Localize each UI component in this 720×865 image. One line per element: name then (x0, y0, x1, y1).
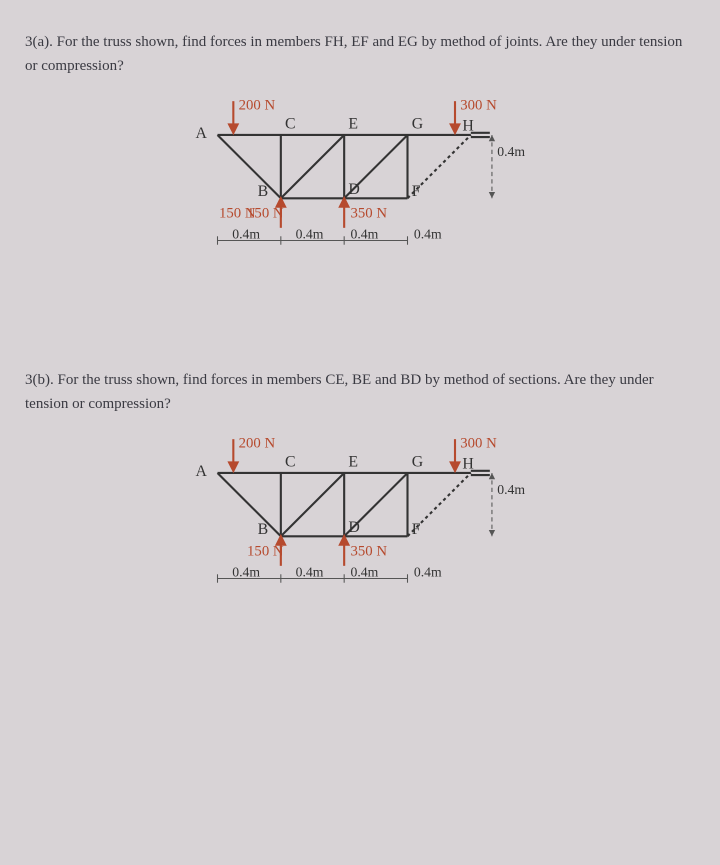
node-C: C (285, 116, 296, 133)
node-F2: F (412, 521, 421, 538)
figure-3b: A C E G H B D F 200 N 300 N 150 N 350 N … (25, 436, 695, 626)
force-300N-b: 300 N (460, 436, 497, 452)
node-E2: E (348, 454, 358, 471)
node-B: B (258, 183, 269, 200)
node-F: F (412, 183, 421, 200)
node-A2: A (196, 463, 208, 480)
figure-3a: A C E G H B D F 200 N 300 N 150 N 150 N … (25, 98, 695, 288)
node-G2: G (412, 454, 423, 471)
force-350N-b: 350 N (351, 543, 388, 559)
dim-4: 0.4m (414, 226, 442, 241)
dim-v-b: 0.4m (497, 482, 525, 497)
node-C2: C (285, 454, 296, 471)
node-D2: D (348, 519, 359, 536)
node-D: D (348, 181, 359, 198)
dim-3: 0.4m (351, 226, 379, 241)
dim-3b: 0.4m (351, 564, 379, 579)
question-3b-text: 3(b). For the truss shown, find forces i… (25, 372, 654, 412)
question-3a: 3(a). For the truss shown, find forces i… (25, 30, 695, 78)
force-200N: 200 N (239, 98, 276, 114)
truss-diagram-b: A C E G H B D F 200 N 300 N 150 N 350 N … (135, 436, 585, 626)
truss-diagram-a: A C E G H B D F 200 N 300 N 150 N 150 N … (135, 98, 585, 288)
dim-1: 0.4m (232, 226, 260, 241)
node-E: E (348, 116, 358, 133)
dim-4b: 0.4m (414, 564, 442, 579)
force-300N: 300 N (460, 98, 497, 114)
node-A: A (196, 125, 208, 142)
node-G: G (412, 116, 423, 133)
svg-text:150 N: 150 N (247, 205, 284, 221)
question-3b: 3(b). For the truss shown, find forces i… (25, 368, 695, 416)
dim-1b: 0.4m (232, 564, 260, 579)
force-200N-b: 200 N (239, 436, 276, 452)
node-B2: B (258, 521, 269, 538)
force-350N: 350 N (351, 205, 388, 221)
dim-2: 0.4m (296, 226, 324, 241)
question-3a-text: 3(a). For the truss shown, find forces i… (25, 34, 682, 74)
dim-2b: 0.4m (296, 564, 324, 579)
dim-v: 0.4m (497, 144, 525, 159)
force-150N-b: 150 N (247, 543, 284, 559)
